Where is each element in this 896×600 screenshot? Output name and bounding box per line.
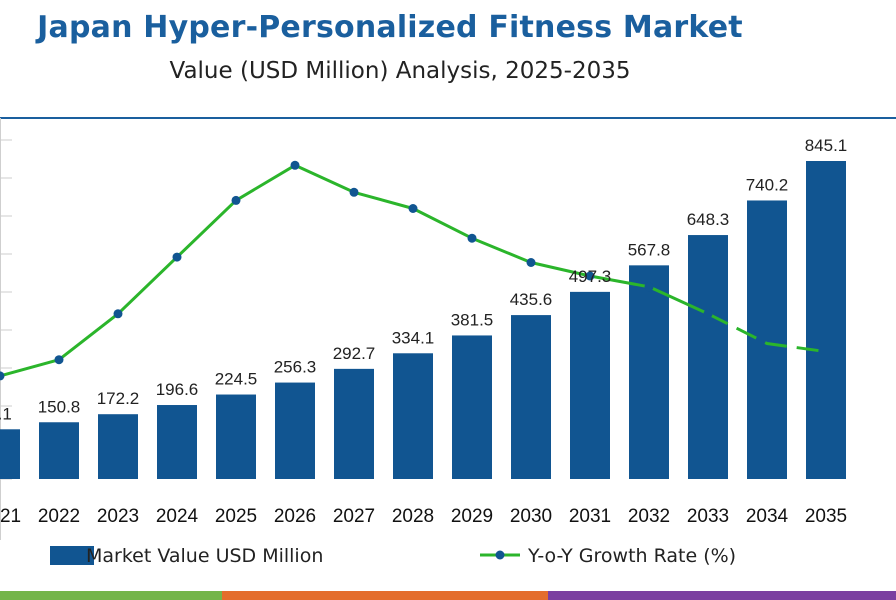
x-tick-2032: 2032 (628, 506, 670, 527)
growth-point-2032 (644, 282, 654, 292)
growth-point-2029 (467, 233, 477, 243)
bar-label-2026: 256.3 (274, 358, 317, 377)
bar-label-2033: 648.3 (687, 210, 730, 229)
growth-point-2027 (349, 187, 359, 197)
x-tick-2025: 2025 (215, 506, 257, 527)
bar-2024 (157, 405, 197, 479)
growth-point-2023 (113, 309, 123, 319)
bar-label-2028: 334.1 (392, 328, 435, 347)
x-tick-2023: 2023 (97, 506, 139, 527)
band-segment-orange (222, 591, 548, 600)
band-segment-green (0, 591, 222, 600)
x-tick-2029: 2029 (451, 506, 493, 527)
x-tick-2031: 2031 (569, 506, 611, 527)
bar-label-2027: 292.7 (333, 344, 376, 363)
legend-line-marker (495, 550, 505, 560)
bar-label-2029: 381.5 (451, 310, 494, 329)
bar-series (0, 161, 846, 480)
x-tick-2021: 2021 (0, 506, 21, 527)
gridlines (0, 139, 12, 480)
x-tick-2035: 2035 (805, 506, 847, 527)
bar-2025 (216, 394, 256, 479)
bar-2029 (452, 335, 492, 479)
band-segment-purple (548, 591, 896, 600)
x-tick-2026: 2026 (274, 506, 316, 527)
growth-line-series (0, 160, 827, 381)
legend: Market Value USD Million Y-o-Y Growth Ra… (50, 545, 736, 567)
growth-point-2026 (290, 160, 300, 170)
growth-point-2022 (54, 355, 64, 365)
bar-2028 (393, 353, 433, 479)
growth-point-2030 (526, 258, 536, 267)
legend-bar-label: Market Value USD Million (86, 545, 323, 567)
bar-label-2034: 740.2 (746, 175, 789, 194)
bar-2027 (334, 368, 374, 479)
bar-2031 (570, 291, 610, 479)
bar-label-2022: 150.8 (38, 397, 81, 416)
bar-label-2025: 224.5 (215, 370, 258, 389)
bar-label-2021: 2.1 (0, 404, 12, 423)
bar-label-2030: 435.6 (510, 290, 553, 309)
bar-label-2031: 497.3 (569, 267, 612, 286)
growth-point-2025 (231, 195, 241, 205)
growth-line-forecast (707, 312, 827, 354)
bar-2026 (275, 382, 315, 479)
bar-label-2032: 567.8 (628, 240, 671, 259)
growth-point-2031 (585, 271, 595, 281)
bar-2033 (688, 235, 728, 479)
bar-2034 (747, 200, 787, 480)
growth-point-2033 (703, 309, 713, 319)
bar-2030 (511, 315, 551, 479)
growth-point-2024 (172, 252, 182, 262)
bar-2032 (629, 265, 669, 479)
bar-2022 (39, 422, 79, 479)
x-tick-2028: 2028 (392, 506, 434, 527)
growth-point-2021 (0, 371, 5, 381)
legend-line-label: Y-o-Y Growth Rate (%) (527, 545, 736, 567)
bar-2035 (806, 161, 846, 479)
x-tick-2034: 2034 (746, 506, 789, 527)
bar-2021 (0, 429, 20, 479)
chart-title: Japan Hyper-Personalized Fitness Market (37, 10, 743, 45)
x-axis-ticks: 2021 2022 2023 2024 2025 2026 2027 2028 2029 2030… (0, 506, 847, 527)
growth-point-2028 (408, 204, 418, 213)
x-tick-2030: 2030 (510, 506, 552, 527)
x-tick-2027: 2027 (333, 506, 375, 527)
bar-label-2035: 845.1 (805, 136, 848, 155)
x-tick-2033: 2033 (687, 506, 729, 527)
bottom-color-band (0, 591, 896, 600)
bar-label-2024: 196.6 (156, 380, 199, 399)
chart-subtitle: Value (USD Million) Analysis, 2025-2035 (169, 58, 631, 84)
data-labels: 2.1 150.8 172.2 196.6 224.5 256.3 292.7 334.1 38… (0, 136, 847, 423)
x-tick-2022: 2022 (38, 506, 80, 527)
x-tick-2024: 2024 (156, 506, 199, 527)
legend-bar-swatch (50, 546, 94, 565)
bar-label-2023: 172.2 (97, 389, 140, 408)
bar-2023 (98, 414, 138, 479)
